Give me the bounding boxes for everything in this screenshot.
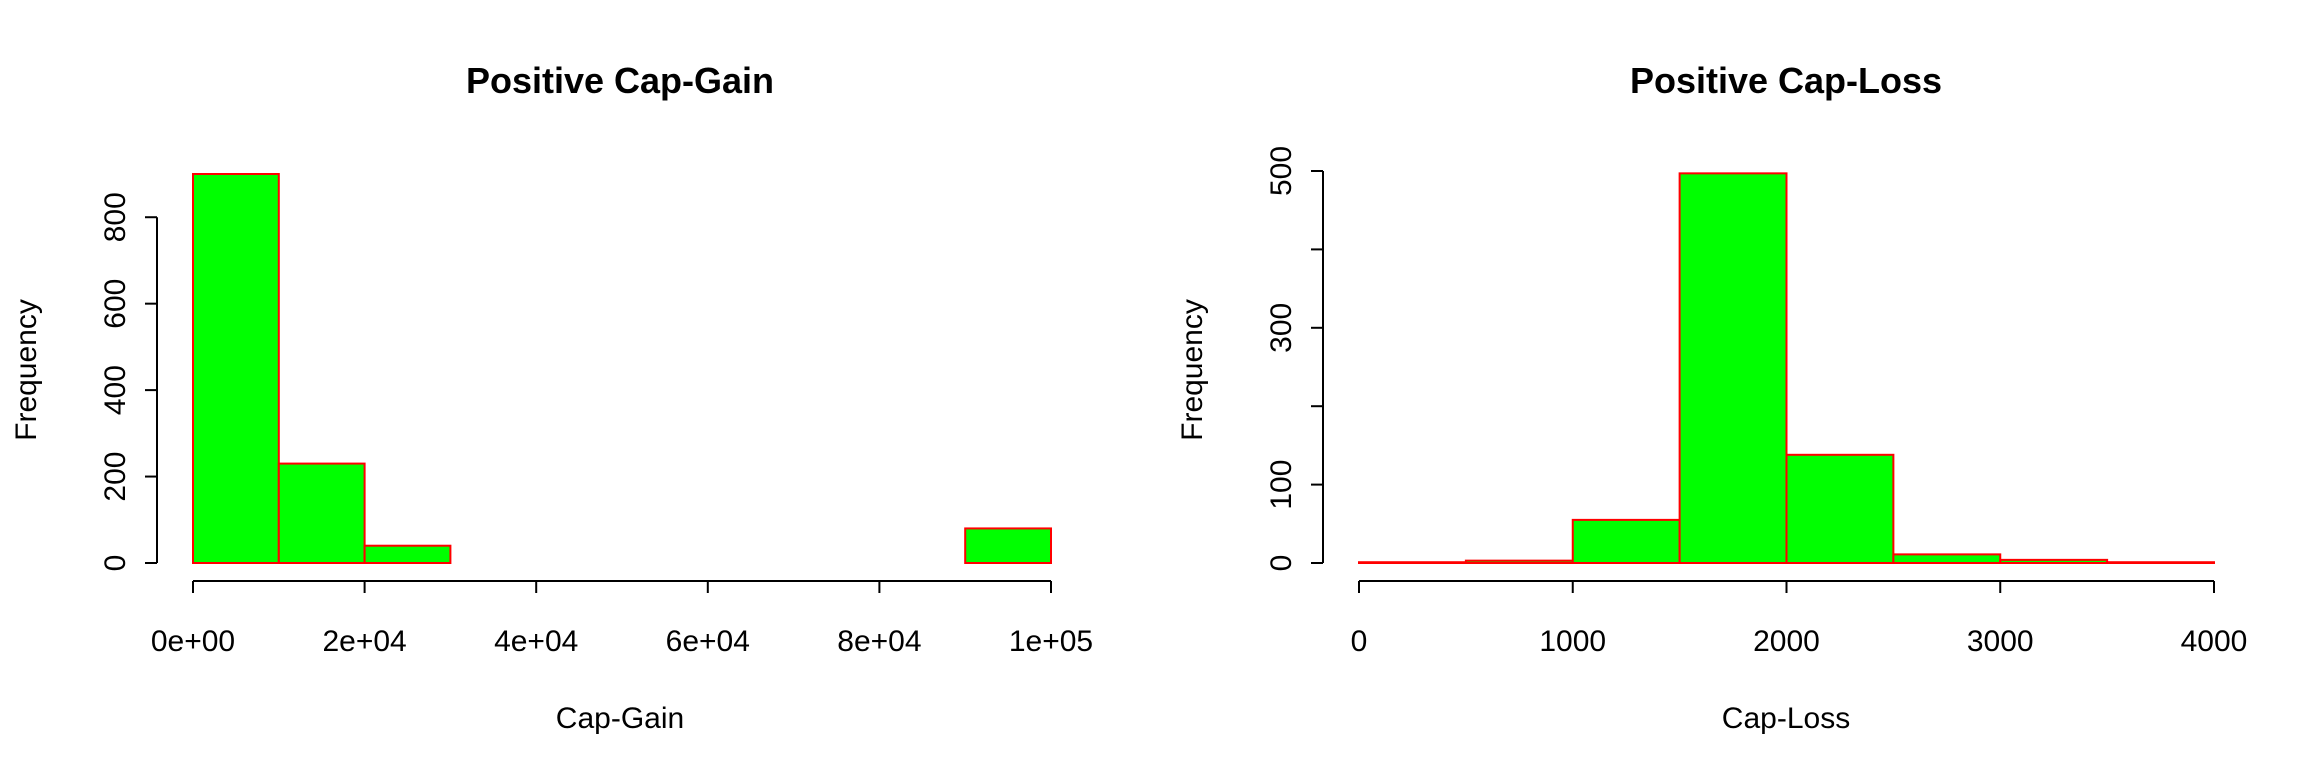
cap-loss-chart-title: Positive Cap-Loss	[1630, 60, 1942, 101]
cap-loss-bar-5	[1785, 453, 1895, 565]
cap-loss-x-tick-label-1: 0	[1351, 625, 1368, 658]
cap-gain-y-tick-label-1: 0	[99, 555, 132, 572]
cap-loss-bar-4	[1678, 172, 1788, 565]
cap-gain-x-tick-label-2: 2e+04	[322, 625, 406, 658]
cap-gain-x-tick-label-6: 1e+05	[1009, 625, 1093, 658]
cap-loss-bar-2	[1464, 559, 1574, 565]
cap-loss-x-tick-label-2: 1000	[1539, 625, 1606, 658]
cap-loss-x-tick-label-4: 3000	[1967, 625, 2034, 658]
cap-loss-y-axis-label: Frequency	[1176, 299, 1209, 441]
cap-loss-bar-6	[1892, 553, 2002, 564]
cap-loss-bar-3	[1571, 518, 1681, 565]
cap-gain-bar-3	[363, 544, 452, 565]
cap-gain-x-tick-label-5: 8e+04	[837, 625, 921, 658]
cap-loss-y-tick-label-3: 300	[1265, 303, 1298, 353]
cap-loss-x-axis: 0 1000 2000 3000 4000	[1351, 580, 2248, 658]
cap-gain-bar-2	[277, 462, 366, 565]
cap-loss-x-tick-label-5: 4000	[2181, 625, 2248, 658]
cap-loss-bars	[1358, 172, 2215, 565]
cap-gain-histogram-panel: Positive Cap-Gain Cap-Gain Frequency 0e+…	[10, 60, 1093, 735]
cap-gain-x-tick-label-4: 6e+04	[666, 625, 750, 658]
cap-gain-bar-1	[192, 173, 280, 564]
cap-loss-histogram-panel: Positive Cap-Loss Cap-Loss Frequency 0 10…	[1176, 60, 2247, 735]
cap-gain-x-axis: 0e+00 2e+04 4e+04 6e+04 8e+04 1e+05	[151, 580, 1093, 658]
cap-gain-y-tick-label-4: 600	[99, 279, 132, 329]
cap-gain-y-axis: 0 200 400 600 800	[99, 192, 158, 572]
cap-gain-y-axis-label: Frequency	[10, 299, 43, 441]
cap-loss-bar-7	[1999, 558, 2109, 565]
cap-loss-bar-1	[1358, 561, 1467, 565]
cap-loss-x-axis-label: Cap-Loss	[1722, 702, 1850, 735]
cap-gain-x-tick-label-1: 0e+00	[151, 625, 235, 658]
cap-loss-y-tick-label-4: 500	[1265, 146, 1298, 196]
cap-gain-y-tick-label-3: 400	[99, 365, 132, 415]
cap-gain-x-axis-label: Cap-Gain	[556, 702, 684, 735]
cap-loss-y-tick-label-1: 0	[1265, 555, 1298, 572]
cap-gain-x-tick-label-3: 4e+04	[494, 625, 578, 658]
cap-loss-bar-8	[2106, 561, 2215, 565]
cap-gain-y-tick-label-5: 800	[99, 192, 132, 242]
cap-gain-chart-title: Positive Cap-Gain	[466, 60, 774, 101]
cap-loss-y-tick-label-2: 100	[1265, 460, 1298, 510]
cap-loss-y-axis: 0 100 300 500	[1265, 146, 1324, 572]
cap-gain-bar-10	[964, 527, 1053, 565]
cap-gain-y-tick-label-2: 200	[99, 452, 132, 502]
cap-loss-x-tick-label-3: 2000	[1753, 625, 1820, 658]
cap-gain-bars	[192, 173, 1053, 565]
